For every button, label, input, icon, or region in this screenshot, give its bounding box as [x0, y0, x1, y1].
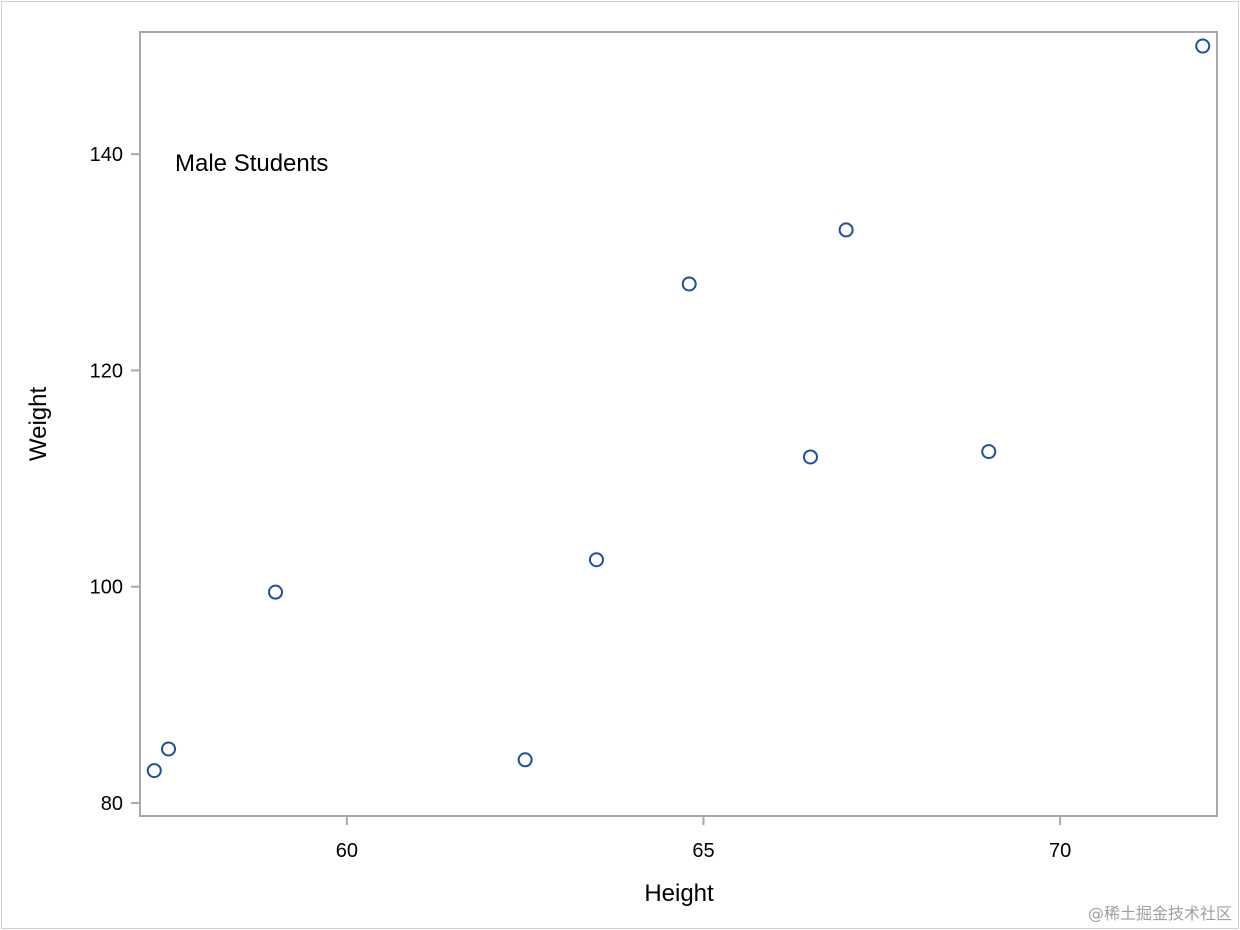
data-point [981, 444, 997, 460]
data-point [161, 741, 177, 757]
x-tick-label: 60 [336, 840, 358, 862]
chart-annotation: Male Students [175, 150, 328, 177]
data-point [588, 552, 604, 568]
x-axis: 60 65 70 [336, 816, 1071, 862]
data-point [681, 276, 697, 292]
data-point [838, 222, 854, 238]
data-point [146, 763, 162, 779]
x-axis-label: Height [644, 880, 714, 907]
plot-area [139, 31, 1218, 817]
y-tick-label: 80 [101, 793, 123, 815]
watermark: @稀土掘金技术社区 [1087, 904, 1232, 923]
y-tick-label: 100 [90, 577, 123, 599]
y-tick-label: 140 [90, 144, 123, 166]
data-point [1195, 38, 1211, 54]
data-points [146, 38, 1211, 779]
x-tick-label: 70 [1049, 840, 1071, 862]
y-tick-label: 120 [90, 360, 123, 382]
data-point [517, 752, 533, 768]
y-axis-label: Weight [25, 387, 52, 462]
x-tick-label: 65 [692, 840, 714, 862]
data-point [268, 584, 284, 600]
data-point [802, 449, 818, 465]
y-axis: 80 100 120 140 [90, 144, 140, 815]
